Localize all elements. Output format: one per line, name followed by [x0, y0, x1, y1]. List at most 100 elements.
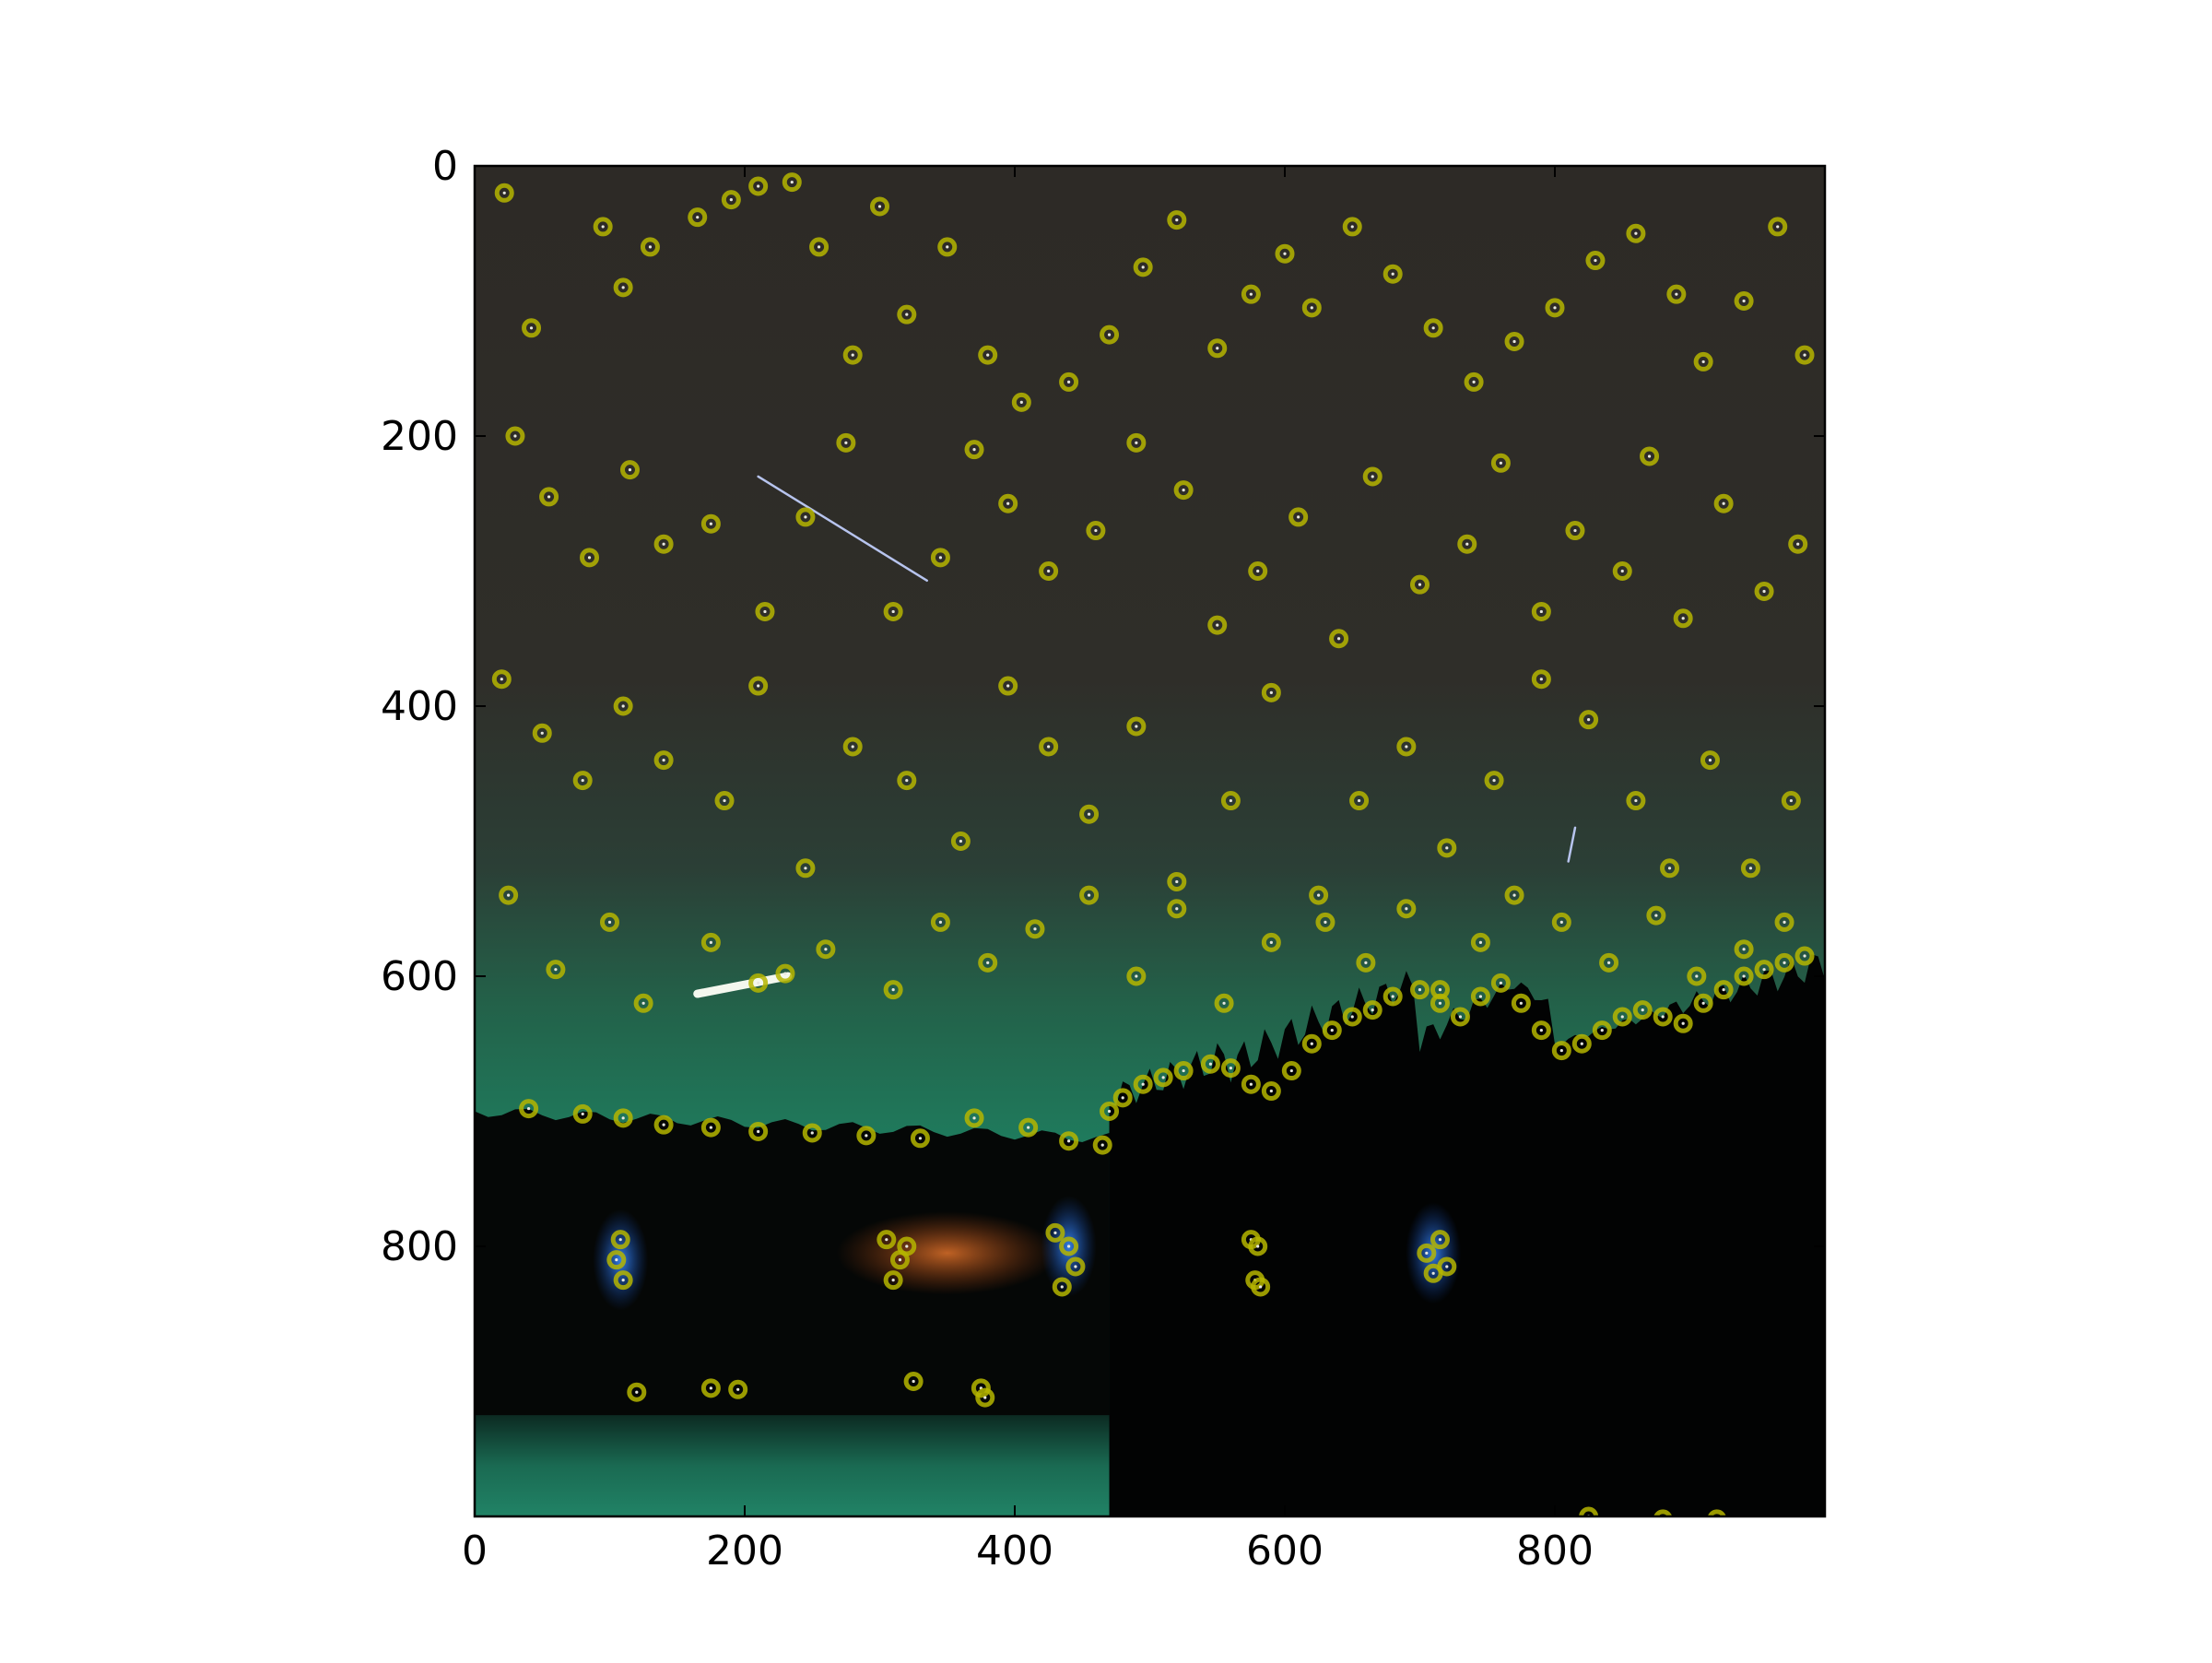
scatter-point — [1214, 993, 1234, 1013]
scatter-point — [1167, 210, 1187, 230]
scatter-point — [1551, 1041, 1571, 1061]
scatter-point — [1484, 771, 1504, 791]
scatter-point — [1039, 561, 1059, 581]
scatter-point — [1396, 737, 1417, 757]
scatter-point — [627, 1382, 647, 1402]
scatter-point — [539, 487, 559, 507]
scatter-point — [842, 345, 863, 365]
scatter-point — [795, 858, 816, 879]
scatter-point — [1322, 1020, 1342, 1041]
scatter-point — [1133, 257, 1153, 277]
scatter-point — [1430, 993, 1450, 1013]
scatter-point — [1112, 1088, 1133, 1108]
scatter-point — [1207, 338, 1228, 359]
scatter-point — [1349, 791, 1370, 811]
scatter-point — [653, 534, 674, 554]
scatter-point — [1687, 966, 1707, 986]
scatter-point — [809, 237, 830, 257]
scatter-point — [1531, 1020, 1551, 1041]
scatter-point — [1504, 331, 1524, 351]
scatter-point — [1281, 1061, 1301, 1081]
scatter-point — [897, 304, 917, 324]
scatter-point — [1592, 1020, 1612, 1041]
scatter-point — [1504, 885, 1524, 905]
scatter-point — [1153, 1067, 1173, 1088]
y-tick-label: 600 — [381, 953, 458, 1000]
scatter-point — [782, 172, 802, 193]
scatter-point — [1241, 284, 1261, 304]
scatter-point — [910, 1128, 930, 1149]
scatter-point — [1734, 291, 1754, 311]
scatter-point — [1653, 1007, 1673, 1027]
scatter-point — [1248, 1236, 1268, 1256]
scatter-point — [653, 750, 674, 771]
scatter-point — [1585, 251, 1606, 271]
meteor-streak — [757, 475, 929, 583]
scatter-point — [1241, 1074, 1261, 1094]
scatter-point — [1430, 1230, 1450, 1250]
scatter-point — [903, 1372, 924, 1391]
scatter-point — [842, 737, 863, 757]
scatter-point — [1126, 716, 1147, 737]
scatter-point — [1545, 298, 1565, 318]
scatter-point — [1261, 682, 1281, 702]
scatter-point — [1301, 298, 1322, 318]
scatter-point — [883, 980, 903, 1000]
scatter-point — [714, 791, 735, 811]
scatter-point — [1646, 905, 1666, 926]
scatter-point — [1794, 345, 1815, 365]
scatter-point — [1653, 1509, 1673, 1516]
scatter-point — [1167, 899, 1187, 919]
cabin-light-glow — [836, 1211, 1058, 1295]
scatter-point — [1011, 392, 1031, 412]
scatter-point — [755, 601, 775, 621]
scatter-point — [1079, 804, 1100, 824]
scatter-point — [950, 832, 971, 851]
scatter-point — [998, 676, 1018, 696]
x-tick-label: 0 — [462, 1527, 488, 1575]
y-tick-label: 0 — [432, 143, 458, 190]
scatter-point — [1092, 1135, 1112, 1155]
scatter-point — [883, 601, 903, 621]
lake-water — [475, 1415, 1110, 1516]
scatter-point — [1086, 521, 1106, 541]
scatter-point — [610, 1230, 630, 1250]
scatter-point — [1220, 1058, 1241, 1079]
scatter-point — [964, 1108, 984, 1128]
scatter-point — [1329, 629, 1349, 649]
scatter-point — [795, 507, 816, 527]
scatter-point — [748, 1121, 769, 1141]
scatter-point — [593, 217, 613, 237]
scatter-point — [1362, 1000, 1382, 1020]
scatter-point — [930, 548, 950, 568]
scatter-point — [1693, 993, 1713, 1013]
scatter-point — [1288, 507, 1309, 527]
scatter-point — [1464, 372, 1484, 392]
scatter-point — [653, 1115, 674, 1135]
scatter-point — [1039, 737, 1059, 757]
scatter-point — [1470, 932, 1490, 952]
y-tick-label: 200 — [381, 413, 458, 460]
scatter-point — [856, 1126, 877, 1146]
scatter-point — [1788, 534, 1808, 554]
scatter-point — [1173, 1061, 1194, 1081]
scatter-point — [978, 345, 998, 365]
scatter-point — [1100, 324, 1120, 345]
scatter-point — [499, 885, 519, 905]
scatter-point — [1700, 750, 1720, 771]
scatter-point — [613, 696, 633, 716]
scatter-point — [998, 493, 1018, 513]
y-tick-label: 800 — [381, 1223, 458, 1270]
scatter-point — [1410, 980, 1430, 1000]
scatter-point — [613, 277, 633, 298]
x-tick-label: 400 — [976, 1527, 1053, 1575]
scatter-point — [1382, 264, 1403, 284]
scatter-point — [1673, 1013, 1693, 1033]
blue-light-glow — [593, 1209, 649, 1311]
scatter-point — [1673, 608, 1693, 629]
scatter-point — [1059, 372, 1079, 392]
scatter-point — [937, 237, 958, 257]
left-treeline — [475, 1097, 1110, 1463]
